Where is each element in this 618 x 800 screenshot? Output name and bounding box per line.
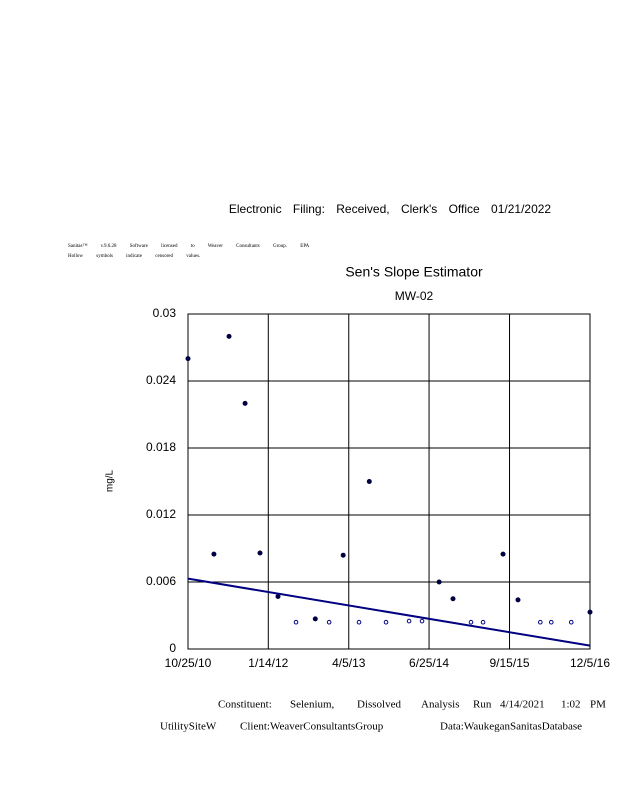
data-point: [242, 400, 248, 406]
y-tick-label: 0.006: [146, 574, 176, 588]
footer-text: 4/14/2021: [500, 699, 545, 711]
note: Hollow symbols indicate censored values.: [68, 254, 200, 259]
data-point: [587, 609, 593, 615]
footer-text: Data:WaukeganSanitasDatabase: [440, 721, 582, 733]
y-tick-label: 0.012: [146, 507, 176, 521]
chart-subtitle: MW-02: [395, 289, 434, 303]
data-point: [257, 550, 263, 556]
x-tick-label: 1/14/12: [248, 656, 288, 670]
censored-point: [548, 619, 554, 625]
data-point: [515, 597, 521, 603]
y-tick-label: 0.03: [153, 306, 177, 320]
footer-text: 1:02: [561, 699, 581, 711]
footer-text: PM: [590, 699, 606, 711]
data-point: [366, 479, 372, 484]
data-point: [500, 551, 506, 557]
x-tick-label: 9/15/15: [490, 656, 530, 670]
y-tick-label: 0.024: [146, 373, 176, 387]
censored-point: [468, 619, 474, 625]
y-tick-label: 0.018: [146, 440, 176, 454]
censored-point: [568, 619, 574, 625]
footer-text: Run: [473, 699, 492, 711]
footer-text: Dissolved: [357, 699, 402, 711]
footer-text: Selenium,: [290, 699, 335, 711]
y-axis-label: mg/L: [105, 469, 116, 492]
x-tick-label: 4/5/13: [332, 656, 366, 670]
x-tick-label: 10/25/10: [165, 656, 212, 670]
note: Sanitas™ v.9.6.28 Software licensed to W…: [68, 243, 310, 249]
footer-text: UtilitySiteW: [160, 721, 217, 733]
censored-point: [293, 619, 299, 625]
censored-point: [538, 619, 543, 625]
censored-point: [480, 619, 486, 625]
data-point: [312, 616, 318, 622]
data-point: [450, 596, 456, 602]
x-tick-label: 6/25/14: [409, 656, 449, 670]
footer-text: Analysis: [421, 699, 460, 711]
footer-text: Client:WeaverConsultantsGroup: [240, 721, 384, 733]
data-point: [340, 552, 346, 558]
footer-text: Constituent:: [218, 699, 272, 711]
censored-point: [419, 618, 425, 624]
data-point: [211, 551, 217, 557]
y-tick-label: 0: [169, 641, 176, 655]
data-point: [436, 579, 442, 585]
chart-title: Sen's Slope Estimator: [345, 264, 483, 280]
data-point: [275, 594, 281, 600]
plot-border: [187, 313, 591, 650]
x-tick-label: 12/5/16: [570, 656, 610, 670]
censored-point: [406, 618, 412, 624]
censored-point: [383, 619, 389, 625]
censored-point: [356, 619, 362, 625]
trend-line: [187, 577, 591, 647]
data-point: [185, 356, 191, 362]
data-point: [226, 333, 232, 339]
filing-header: Electronic Filing: Received, Clerk's Off…: [229, 202, 552, 216]
censored-point: [326, 619, 332, 625]
